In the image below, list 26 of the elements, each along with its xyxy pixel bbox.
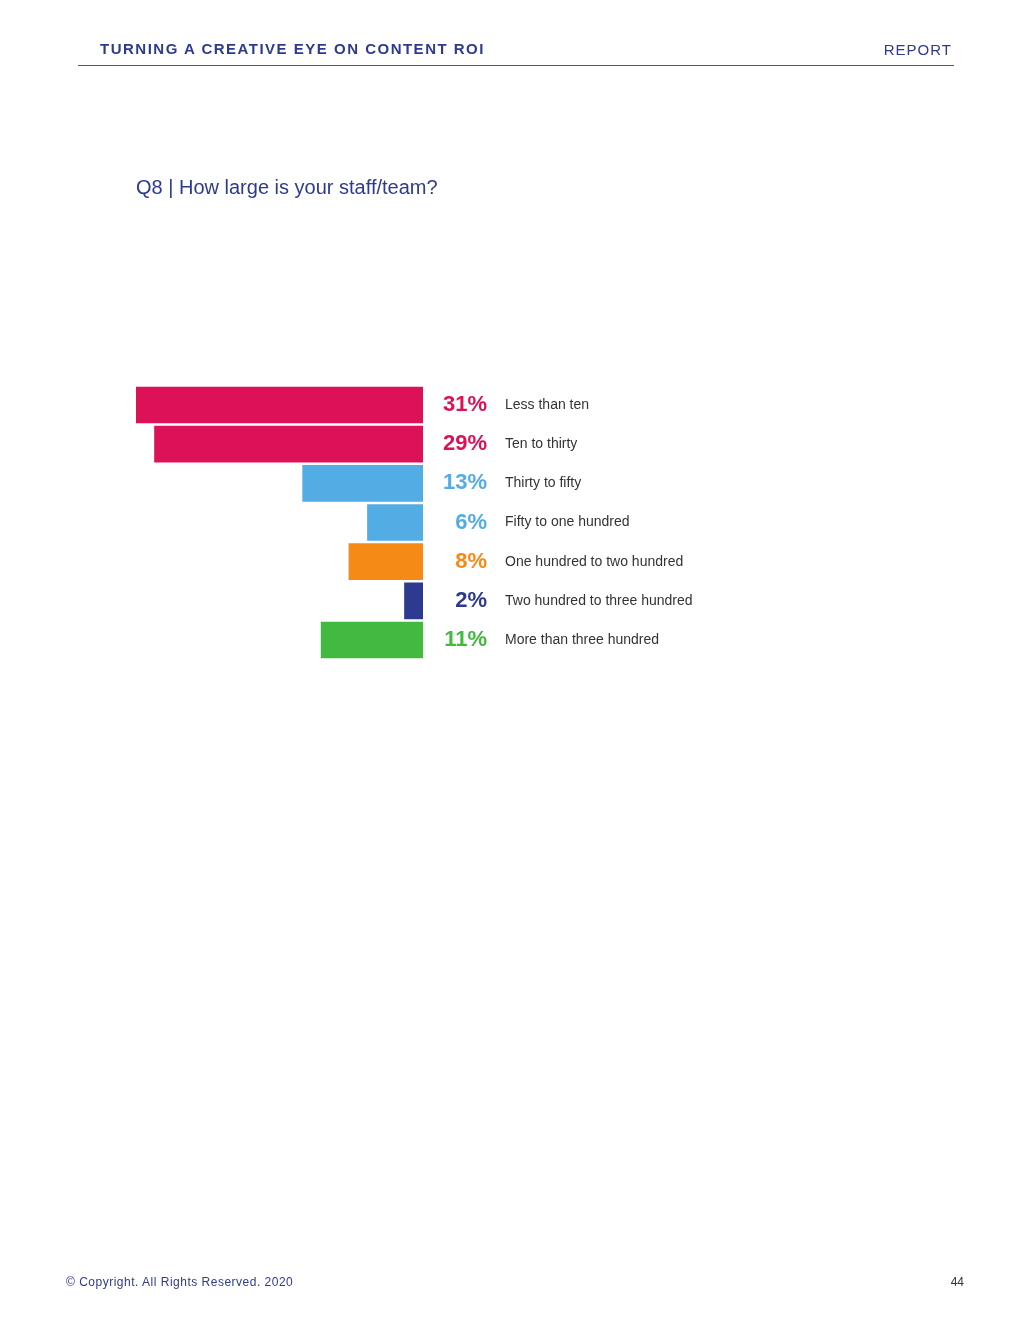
bar — [404, 582, 423, 620]
data-label: 8% — [455, 547, 487, 573]
text: © Copyright. All Rights Reserved. 2020 — [66, 1275, 294, 1289]
bar — [320, 621, 423, 659]
y-tick-label: More than three hundred — [505, 630, 660, 647]
text: 44 — [950, 1275, 964, 1289]
data-label: 29% — [442, 430, 487, 456]
y-tick-label: Ten to thirty — [505, 435, 578, 452]
y-tick-label: Less than ten — [505, 395, 590, 412]
text: TURNING A CREATIVE EYE ON CONTENT ROI — [100, 40, 485, 57]
data-label: 11% — [444, 626, 487, 652]
bar — [154, 425, 423, 463]
data-label: 2% — [455, 586, 487, 612]
data-label: 13% — [442, 469, 487, 495]
bar — [136, 386, 423, 424]
data-label: 6% — [455, 508, 487, 534]
data-label: 31% — [442, 391, 487, 417]
bar — [348, 543, 423, 580]
y-tick-label: Thirty to fifty — [505, 474, 582, 491]
text: REPORT — [883, 41, 952, 58]
y-tick-label: Two hundred to three hundred — [505, 591, 693, 608]
y-tick-label: One hundred to two hundred — [505, 552, 684, 569]
bar — [367, 504, 423, 541]
chart-title: Q8 | How large is your staff/team? — [136, 176, 438, 199]
bar — [302, 465, 423, 502]
y-tick-label: Fifty to one hundred — [505, 513, 630, 530]
